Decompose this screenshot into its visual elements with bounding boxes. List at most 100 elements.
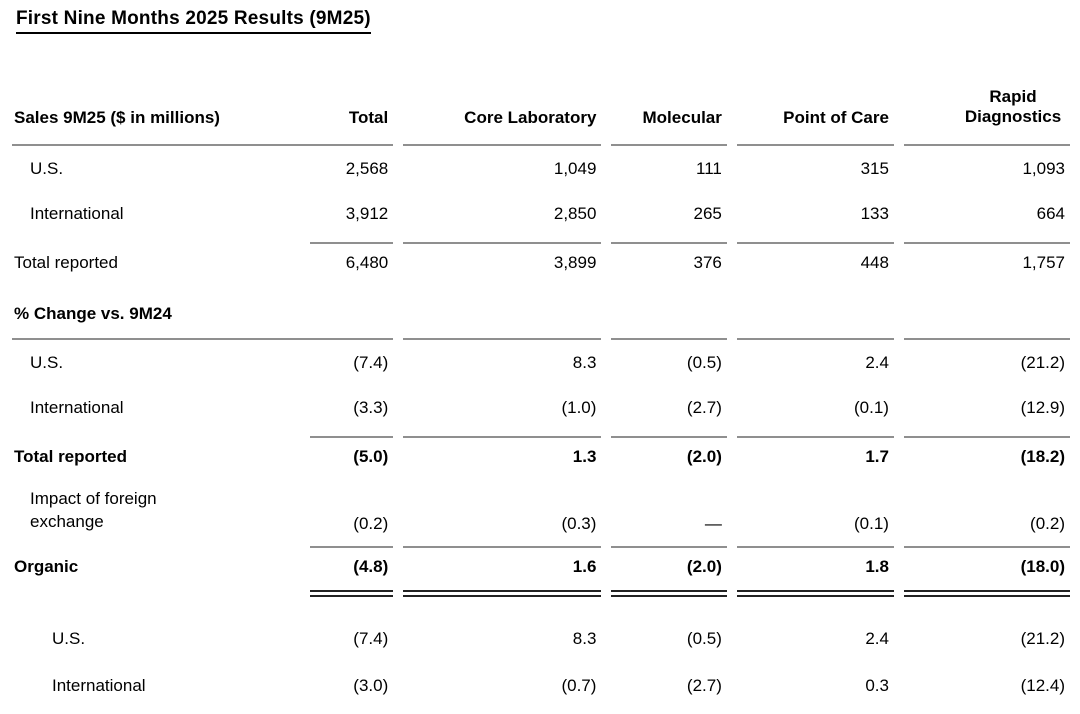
- cell-value: (1.0): [561, 397, 597, 417]
- results-table: Sales 9M25 ($ in millions) Total Core La…: [2, 72, 1080, 710]
- table-row-impact-of-foreign-exchange: Impact of foreign exchange (0.2) (0.3) —…: [12, 476, 1070, 540]
- cell-value: 1,757: [1022, 253, 1065, 272]
- row-label: Total reported: [14, 447, 128, 466]
- cell-value: 2,850: [553, 203, 597, 223]
- cell-value: (0.3): [561, 514, 597, 533]
- cell-value: 1,093: [1022, 158, 1065, 178]
- cell-value: (18.0): [1020, 557, 1065, 576]
- double-divider-line: [309, 590, 394, 597]
- table-row-pct-total-reported: Total reported (5.0) 1.3 (2.0) 1.7 (18.2…: [12, 438, 1070, 476]
- page-title: First Nine Months 2025 Results (9M25): [16, 8, 371, 34]
- row-label: U.S.: [52, 629, 86, 648]
- rule-row: [12, 430, 1070, 438]
- double-divider-line: [403, 590, 602, 597]
- divider-line: [403, 242, 602, 244]
- row-label: International: [30, 203, 124, 223]
- cell-value: (0.1): [853, 397, 889, 417]
- cell-value: (7.4): [353, 352, 389, 372]
- divider-line: [403, 436, 602, 438]
- table-row-organic-us: U.S. (7.4) 8.3 (0.5) 2.4 (21.2): [12, 616, 1070, 662]
- section-header-row: % Change vs. 9M24: [12, 282, 1070, 332]
- rule-row: [12, 540, 1070, 548]
- table-row-pct-us: U.S. (7.4) 8.3 (0.5) 2.4 (21.2): [12, 340, 1070, 385]
- table-row-sales-international: International 3,912 2,850 265 133 664: [12, 191, 1070, 236]
- table-row-sales-total-reported: Total reported 6,480 3,899 376 448 1,757: [12, 244, 1070, 282]
- cell-value: (3.3): [353, 397, 389, 417]
- cell-value: —: [704, 514, 722, 533]
- cell-value: (0.7): [561, 676, 597, 695]
- row-label: U.S.: [30, 158, 64, 178]
- cell-value: (2.7): [686, 676, 722, 695]
- divider-line: [611, 144, 727, 146]
- divider-line: [736, 144, 894, 146]
- cell-value: (0.1): [853, 514, 889, 533]
- table-header-row: Sales 9M25 ($ in millions) Total Core La…: [12, 72, 1070, 134]
- cell-value: 6,480: [345, 253, 389, 272]
- cell-value: 8.3: [572, 629, 597, 648]
- cell-value: 2.4: [865, 629, 889, 648]
- cell-value: (4.8): [353, 557, 389, 576]
- cell-value: (0.2): [1030, 514, 1065, 533]
- cell-value: 1.6: [572, 557, 597, 576]
- divider-line: [403, 144, 602, 146]
- cell-value: (12.4): [1020, 676, 1065, 695]
- cell-value: (5.0): [353, 447, 389, 466]
- divider-line: [903, 436, 1070, 438]
- divider-line: [903, 546, 1070, 548]
- column-header-point-of-care: Point of Care: [783, 108, 889, 127]
- divider-line: [403, 338, 602, 340]
- divider-line: [403, 546, 602, 548]
- double-divider-line: [611, 590, 727, 597]
- row-label: Impact of foreign exchange: [12, 476, 300, 540]
- cell-value: 2.4: [865, 352, 889, 372]
- divider-line: [736, 436, 894, 438]
- cell-value: (2.7): [686, 397, 722, 417]
- cell-value: (2.0): [686, 447, 722, 466]
- double-divider-line: [736, 590, 894, 597]
- divider-line: [12, 338, 394, 340]
- table-row-pct-international: International (3.3) (1.0) (2.7) (0.1) (1…: [12, 385, 1070, 430]
- divider-line: [611, 546, 727, 548]
- cell-value: 8.3: [572, 352, 597, 372]
- divider-line: [611, 338, 727, 340]
- cell-value: 3,899: [553, 253, 597, 272]
- double-rule-row: [12, 586, 1070, 616]
- divider-line: [611, 242, 727, 244]
- cell-value: 133: [860, 203, 889, 223]
- cell-value: 0.3: [865, 676, 889, 695]
- rule-row: [12, 236, 1070, 244]
- cell-value: (2.0): [686, 557, 722, 576]
- divider-line: [309, 436, 394, 438]
- cell-value: 265: [693, 203, 722, 223]
- cell-value: (18.2): [1020, 447, 1065, 466]
- cell-value: 448: [860, 253, 889, 272]
- cell-value: (21.2): [1020, 352, 1065, 372]
- cell-value: 315: [860, 158, 889, 178]
- divider-line: [736, 242, 894, 244]
- column-header-label: Sales 9M25 ($ in millions): [14, 108, 220, 127]
- row-label: U.S.: [30, 352, 64, 372]
- cell-value: 3,912: [345, 203, 389, 223]
- cell-value: 1.7: [865, 447, 889, 466]
- row-label: Organic: [14, 557, 79, 576]
- cell-value: (12.9): [1020, 397, 1065, 417]
- cell-value: (0.5): [686, 629, 722, 648]
- double-divider-line: [903, 590, 1070, 597]
- cell-value: (0.5): [686, 352, 722, 372]
- cell-value: (7.4): [353, 629, 389, 648]
- cell-value: 2,568: [345, 158, 389, 178]
- cell-value: 1.8: [865, 557, 889, 576]
- rule-row: [12, 134, 1070, 146]
- cell-value: 1,049: [553, 158, 597, 178]
- cell-value: 1.3: [572, 447, 597, 466]
- cell-value: 111: [696, 158, 722, 178]
- divider-line: [736, 546, 894, 548]
- divider-line: [309, 546, 394, 548]
- column-header-rapid-diagnostics: Rapid Diagnostics: [904, 72, 1070, 134]
- divider-line: [611, 436, 727, 438]
- cell-value: 664: [1036, 203, 1065, 223]
- row-label: International: [30, 397, 124, 417]
- section-header: % Change vs. 9M24: [14, 304, 172, 323]
- table-row-organic: Organic (4.8) 1.6 (2.0) 1.8 (18.0): [12, 548, 1070, 586]
